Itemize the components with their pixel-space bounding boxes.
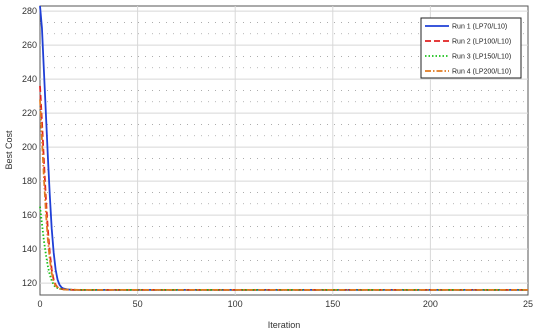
y-tick-label: 220 — [22, 108, 37, 118]
x-tick-label: 200 — [423, 299, 438, 309]
y-axis-label: Best Cost — [4, 130, 14, 170]
axis-ticks: 0 50 100 150 200 25 120 140 160 180 200 220 240 260 28… — [22, 6, 533, 309]
legend-label: Run 2 (LP100/L10) — [452, 39, 511, 46]
x-tick-label: 150 — [325, 299, 340, 309]
legend-label: Run 1 (LP70/L10) — [452, 24, 507, 31]
y-tick-label: 260 — [22, 40, 37, 50]
y-tick-label: 240 — [22, 74, 37, 84]
x-tick-label: 100 — [228, 299, 243, 309]
y-tick-label: 160 — [22, 210, 37, 220]
legend-label: Run 4 (LP200/L10) — [452, 69, 511, 76]
x-tick-label: 25 — [523, 299, 533, 309]
y-tick-label: 120 — [22, 278, 37, 288]
y-tick-label: 200 — [22, 142, 37, 152]
y-tick-label: 180 — [22, 176, 37, 186]
x-axis-label: Iteration — [268, 320, 301, 330]
series-lines — [39, 5, 528, 291]
legend-label: Run 3 (LP150/L10) — [452, 54, 511, 61]
x-tick-label: 0 — [37, 299, 42, 309]
y-tick-label: 140 — [22, 244, 37, 254]
series-line — [39, 99, 528, 291]
x-tick-label: 50 — [133, 299, 143, 309]
legend: Run 1 (LP70/L10) Run 2 (LP100/L10) Run 3 (… — [420, 17, 522, 79]
y-tick-label: 280 — [22, 6, 37, 16]
legend-box — [420, 17, 522, 79]
